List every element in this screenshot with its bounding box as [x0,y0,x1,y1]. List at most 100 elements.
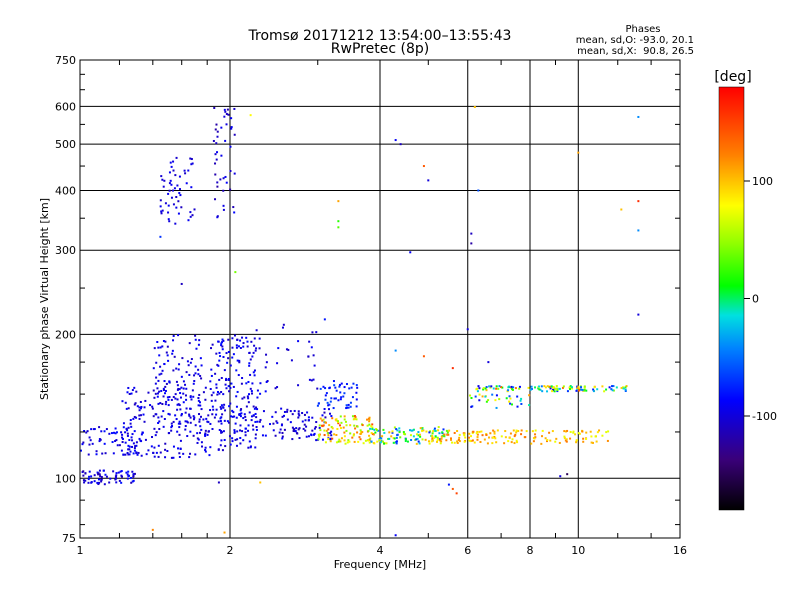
y-tick-label: 600 [55,100,76,113]
data-point [122,426,125,429]
data-point [167,204,170,207]
data-point [189,396,192,399]
data-point [404,439,407,442]
data-point [259,418,262,421]
data-point [172,169,175,172]
data-point [575,439,578,442]
data-point [496,429,499,432]
data-point [157,402,160,405]
data-point [231,440,234,443]
data-point [418,433,421,436]
data-point [324,416,327,419]
data-point [209,380,212,383]
data-point [304,429,307,432]
data-point [125,471,128,474]
data-point [98,426,101,429]
data-point [321,419,324,422]
data-point [351,436,354,439]
data-point [236,338,239,341]
data-point [411,429,414,432]
data-point [216,135,219,138]
x-tick-label: 1 [77,544,84,557]
data-point [205,417,208,420]
data-point [189,211,192,214]
data-point [179,396,182,399]
data-point [158,354,161,357]
data-point [172,203,175,206]
data-point [582,437,585,440]
data-point [594,435,597,438]
data-point [90,428,93,431]
data-point [313,432,316,435]
data-point [395,436,398,439]
data-point [329,400,332,403]
data-point [130,436,133,439]
x-tick-label: 16 [673,544,687,557]
data-point [226,361,229,364]
data-point [198,401,201,404]
data-point [356,425,359,428]
data-point [103,430,106,433]
data-point [355,418,358,421]
data-point [206,433,209,436]
data-point [198,393,201,396]
data-point [241,397,244,400]
data-point [349,405,352,408]
data-point [250,415,253,418]
data-point [121,475,123,478]
data-point [185,407,188,410]
data-point [225,123,228,126]
data-point [476,433,479,436]
data-point [483,438,486,441]
data-point [347,439,350,442]
data-point [161,209,164,212]
data-point [520,402,523,405]
data-point [120,470,123,473]
data-point [178,188,181,191]
data-point [124,401,127,404]
data-point [404,433,407,436]
data-point [481,434,484,437]
data-point [227,357,230,360]
data-point [415,442,418,445]
data-point [512,386,515,389]
data-point [162,425,165,428]
data-point [187,364,190,367]
data-point [178,452,181,455]
data-point [321,414,324,417]
data-point [450,438,453,441]
data-point [204,433,206,436]
data-point [261,434,264,437]
data-point [339,424,342,427]
data-point [330,415,333,418]
data-point [254,446,257,449]
data-point [451,441,454,444]
data-point [297,384,300,387]
x-axis-label: Frequency [MHz] [334,558,426,571]
data-point [274,434,277,437]
data-point [251,424,254,427]
data-point [324,398,327,401]
data-point [235,405,238,408]
data-point [186,360,189,363]
data-point [590,441,593,444]
data-point [507,386,510,389]
data-point [131,445,134,448]
data-point [112,470,115,473]
data-point [325,429,328,432]
data-point [569,385,572,388]
data-point [372,442,375,444]
data-point [295,432,298,435]
data-point [145,453,148,456]
data-point [152,451,155,454]
data-point [338,383,341,386]
data-point [371,433,374,436]
data-point [178,420,181,423]
data-point [221,449,224,452]
data-point [164,202,167,205]
data-point [166,396,169,399]
data-point [163,418,166,421]
data-point [358,436,361,439]
data-point [563,435,566,438]
data-point [334,397,337,400]
